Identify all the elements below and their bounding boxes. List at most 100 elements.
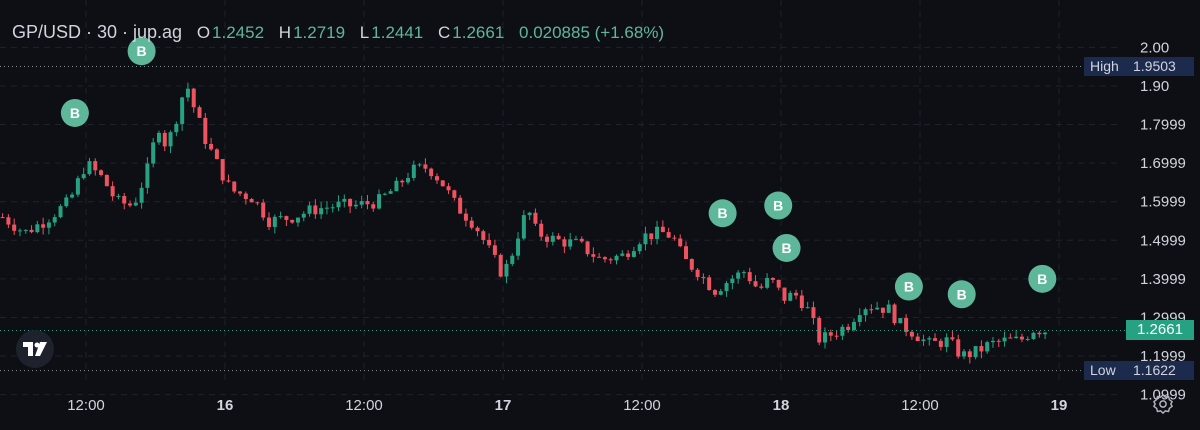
candle-body <box>840 326 845 336</box>
candle-body <box>649 233 654 240</box>
candle-body <box>695 269 700 278</box>
y-tick-label: 1.6999 <box>1140 155 1186 172</box>
x-tick-label: 16 <box>217 397 234 414</box>
y-tick-label: 1.7999 <box>1140 117 1186 134</box>
candle-body <box>533 212 538 224</box>
candle-body <box>139 187 144 203</box>
candle-body <box>990 340 995 343</box>
candle-body <box>869 309 874 311</box>
high-tag-label: High <box>1084 57 1133 77</box>
candle-body <box>99 170 104 175</box>
candle-body <box>452 190 457 198</box>
buy-marker: B <box>772 233 801 262</box>
candle-body <box>110 186 115 197</box>
buy-marker-circle <box>708 199 737 228</box>
candle-body <box>1043 332 1048 335</box>
candle-body <box>944 337 949 347</box>
candle-body <box>377 194 382 209</box>
candle-body <box>573 238 578 240</box>
x-tick-label: 12:00 <box>345 397 383 414</box>
candle-body <box>243 193 248 200</box>
x-tick-label: 18 <box>773 397 790 414</box>
y-tick-label: 1.5999 <box>1140 194 1186 211</box>
candle-body <box>29 229 34 233</box>
candle-body <box>591 254 596 257</box>
candle-body <box>145 163 150 188</box>
candle-body <box>162 132 167 147</box>
symbol-label[interactable]: GP/USD · 30 · jup.ag <box>12 22 183 42</box>
candle-body <box>828 332 833 336</box>
candle-body <box>626 253 631 257</box>
candle-body <box>608 259 613 261</box>
candle-body <box>319 208 324 215</box>
buy-marker: B <box>60 98 89 127</box>
buy-marker-circle <box>772 233 801 262</box>
candle-body <box>41 224 46 228</box>
candle-body <box>516 238 521 256</box>
buy-markers[interactable]: B B B B B B B B <box>60 37 1057 309</box>
y-axis-labels: 2.00 1.90 1.7999 1.6999 1.5999 1.4999 1.3999 1.… <box>1140 39 1186 403</box>
high-tag-value: 1.9503 <box>1127 57 1194 77</box>
buy-marker: B <box>894 272 923 301</box>
candle-body <box>301 213 306 218</box>
buy-marker-label: B <box>1037 271 1047 287</box>
candle-body <box>365 201 370 205</box>
candle-body <box>788 292 793 301</box>
high-key: H <box>278 23 292 42</box>
gear-icon[interactable] <box>1152 393 1174 415</box>
candle-body <box>689 259 694 270</box>
candle-body <box>753 281 758 287</box>
candle-body <box>863 309 868 316</box>
candles <box>0 82 1048 364</box>
x-axis-labels: 12:00 16 12:00 17 12:00 18 12:00 19 <box>67 397 1067 414</box>
candle-body <box>324 207 329 209</box>
low-key: L <box>359 23 370 42</box>
candle-body <box>238 191 243 194</box>
candle-body <box>527 212 532 216</box>
close-value: 1.2661 <box>452 23 505 42</box>
candle-body <box>75 178 80 195</box>
candle-body <box>794 292 799 296</box>
candle-body <box>857 315 862 322</box>
candle-body <box>510 255 515 264</box>
candle-body <box>174 123 179 133</box>
x-tick-label: 12:00 <box>901 397 939 414</box>
candle-body <box>875 307 880 310</box>
buy-marker-label: B <box>773 198 783 214</box>
candle-body <box>122 195 127 204</box>
candle-body <box>151 142 156 164</box>
candle-body <box>770 277 775 280</box>
candle-body <box>967 351 972 358</box>
buy-marker: B <box>708 199 737 228</box>
x-tick-label: 12:00 <box>623 397 661 414</box>
candle-body <box>411 164 416 179</box>
candle-body <box>996 340 1001 342</box>
candle-body <box>602 257 607 260</box>
candle-body <box>666 232 671 238</box>
y-tick-label: 1.4999 <box>1140 232 1186 249</box>
candle-body <box>620 253 625 256</box>
candle-body <box>782 287 787 301</box>
candle-body <box>614 255 619 261</box>
candle-body <box>307 205 312 214</box>
high-tag: High 1.9503 <box>1084 57 1194 77</box>
candle-body <box>278 216 283 218</box>
candle-body <box>985 342 990 352</box>
y-tick-label: 1.3999 <box>1140 271 1186 288</box>
x-tick-label: 19 <box>1051 397 1068 414</box>
candle-body <box>736 272 741 279</box>
candle-body <box>637 244 642 252</box>
candle-body <box>168 132 173 147</box>
y-tick-label: 1.90 <box>1140 78 1169 95</box>
candle-body <box>359 201 364 205</box>
tradingview-logo-icon[interactable] <box>16 330 54 368</box>
buy-marker-circle <box>127 37 156 66</box>
candle-body <box>938 340 943 347</box>
candle-body <box>46 222 51 228</box>
candle-body <box>765 277 770 288</box>
candle-body <box>1037 332 1042 335</box>
candle-body <box>116 195 121 197</box>
candle-body <box>220 159 225 181</box>
candle-body <box>417 164 422 166</box>
